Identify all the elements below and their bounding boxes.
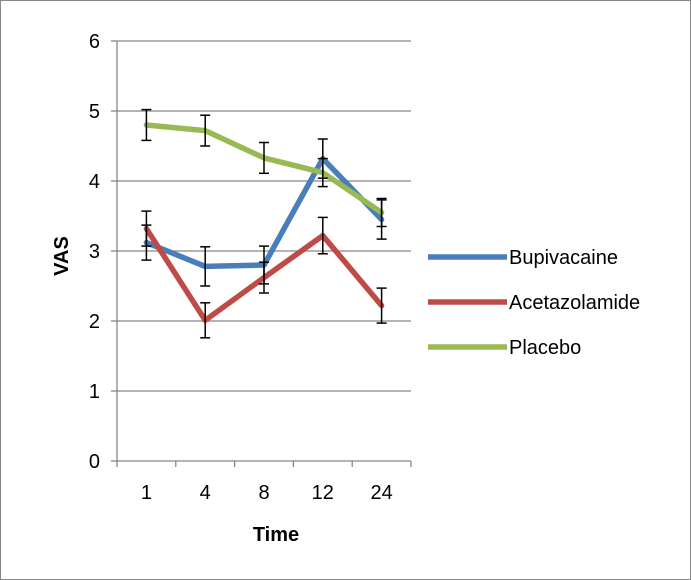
y-tick-label: 4 — [89, 171, 100, 193]
x-tick-label: 24 — [370, 482, 392, 504]
error-bar — [317, 157, 328, 188]
y-tick-label: 5 — [89, 101, 100, 123]
x-tick-label: 1 — [141, 482, 152, 504]
error-bar — [200, 302, 211, 339]
x-tick-labels: 1 4 8 12 24 — [116, 461, 412, 504]
y-tick-label: 2 — [89, 311, 100, 333]
x-tick-label: 4 — [200, 482, 211, 504]
errorbar-layer — [141, 108, 387, 339]
error-bar — [376, 287, 387, 324]
error-bar — [200, 246, 211, 287]
error-bar — [141, 210, 152, 247]
legend-label: Acetazolamide — [509, 292, 640, 314]
y-tick-label: 0 — [89, 451, 100, 473]
legend: Bupivacaine Acetazolamide Placebo — [428, 247, 640, 359]
error-bar — [376, 197, 387, 228]
y-tick-label: 1 — [89, 381, 100, 403]
y-tick-label: 3 — [89, 241, 100, 263]
error-bar — [141, 108, 152, 142]
y-axis-title: VAS — [51, 236, 73, 276]
legend-label: Bupivacaine — [509, 247, 618, 269]
x-axis-title: Time — [253, 524, 299, 546]
error-bar — [259, 261, 269, 294]
error-bar — [200, 114, 211, 147]
y-tick-label: 6 — [89, 31, 100, 53]
legend-item-bupivacaine: Bupivacaine — [428, 247, 618, 269]
error-bar — [317, 216, 328, 255]
legend-label: Placebo — [509, 337, 581, 359]
gridlines — [117, 40, 411, 392]
error-bar — [259, 141, 269, 175]
x-tick-label: 8 — [258, 482, 269, 504]
legend-item-placebo: Placebo — [428, 337, 581, 359]
x-tick-label: 12 — [312, 482, 334, 504]
legend-item-acetazolamide: Acetazolamide — [428, 292, 640, 314]
y-tick-labels: 0 1 2 3 4 5 6 — [89, 31, 117, 473]
